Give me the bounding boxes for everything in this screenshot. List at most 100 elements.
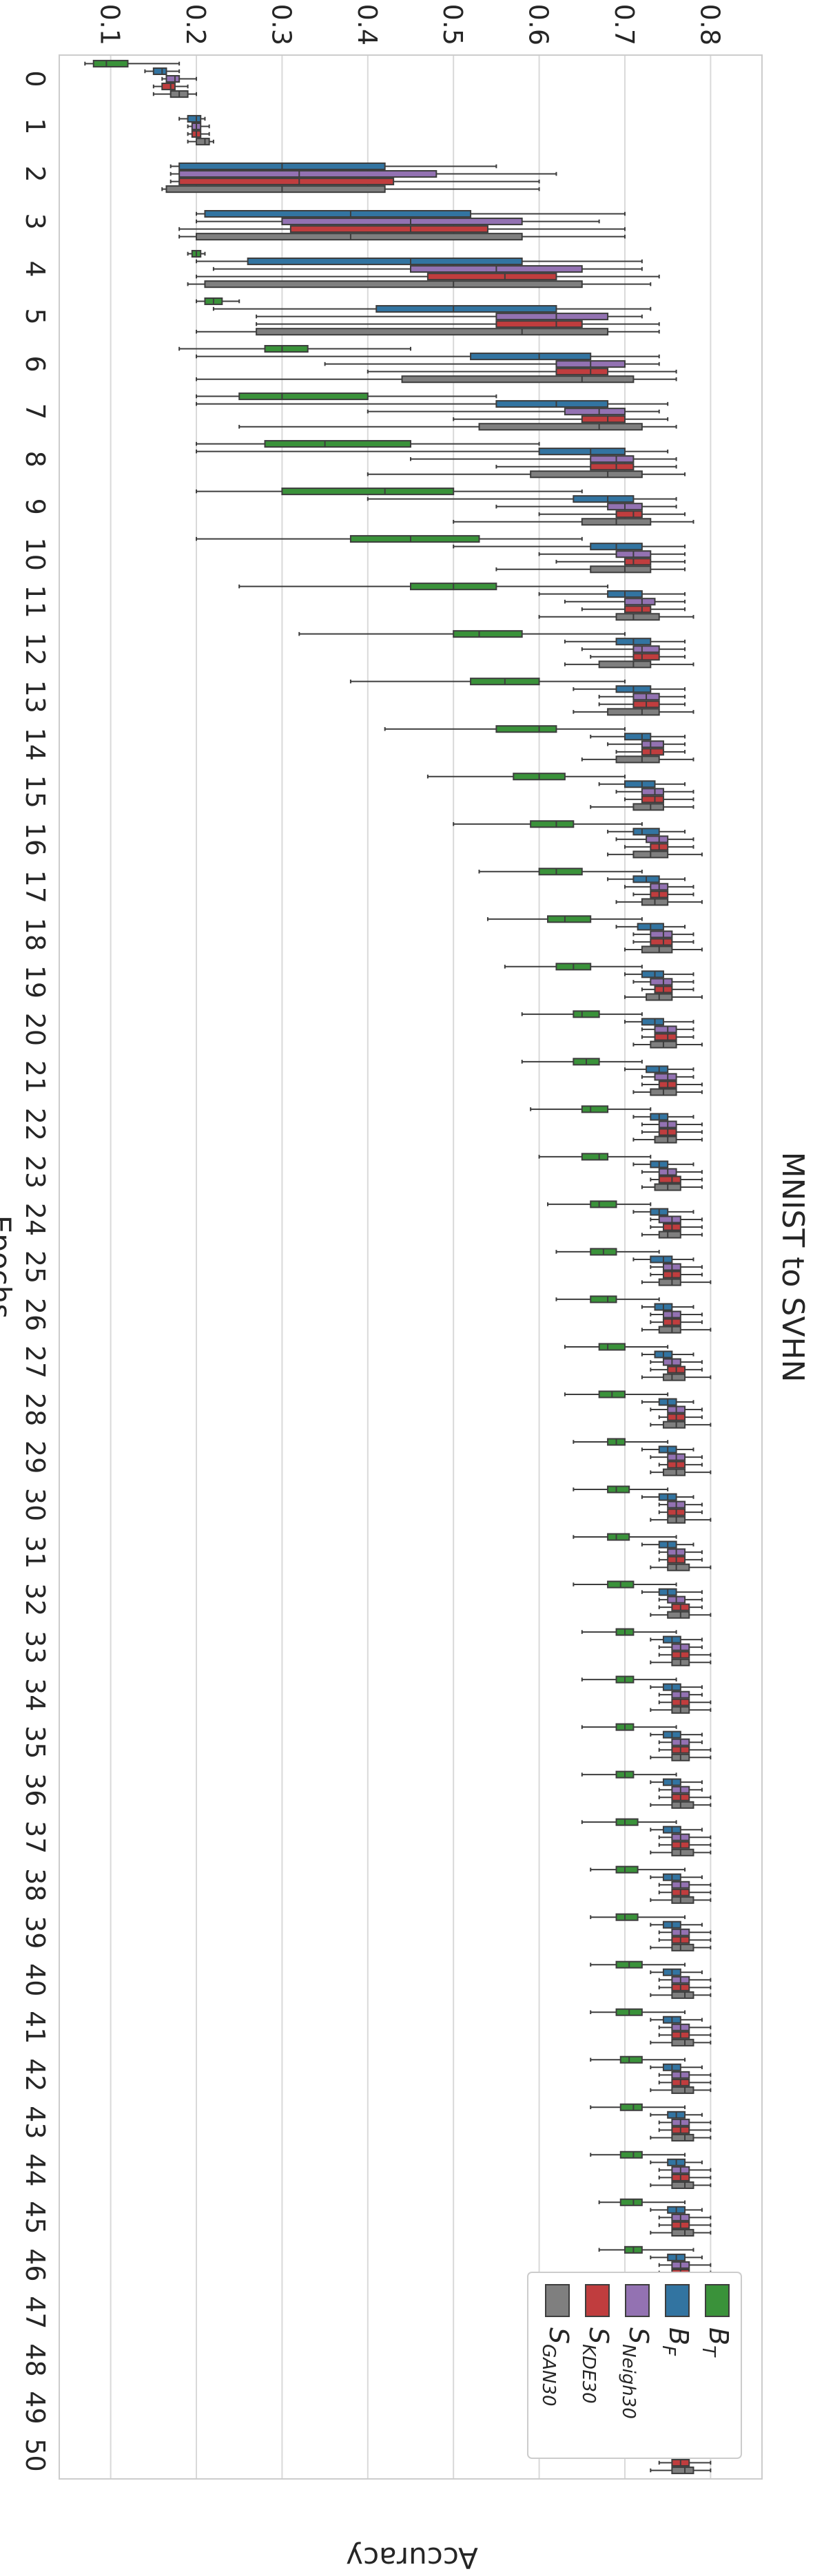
box-B_T-10 xyxy=(196,535,583,543)
y-tick-label: 0.8 xyxy=(694,4,725,45)
box-iqr xyxy=(615,1865,639,1874)
box-S_KDE30-28 xyxy=(658,1413,703,1421)
box-iqr xyxy=(671,1848,694,1856)
box-B_F-45 xyxy=(650,2206,703,2214)
box-S_KDE30-11 xyxy=(581,605,686,614)
box-iqr xyxy=(495,725,557,733)
box-S_Neigh30-35 xyxy=(658,1738,703,1746)
box-S_KDE30-31 xyxy=(658,1556,703,1564)
box-S_Neigh30-9 xyxy=(495,503,677,511)
box-B_T-43 xyxy=(590,2103,686,2111)
box-S_KDE30-5 xyxy=(256,320,660,328)
box-B_F-23 xyxy=(632,1160,694,1169)
box-S_KDE30-26 xyxy=(650,1318,703,1326)
box-iqr xyxy=(671,1896,694,1904)
box-iqr xyxy=(401,375,635,384)
box-B_T-7 xyxy=(196,392,497,401)
box-S_KDE30-3 xyxy=(178,225,626,233)
box-S_KDE30-32 xyxy=(658,1603,703,1611)
box-B_T-35 xyxy=(581,1723,677,1731)
box-iqr xyxy=(667,1563,690,1571)
box-S_GAN30-17 xyxy=(615,898,703,906)
x-tick-label: 35 xyxy=(20,1726,50,1759)
box-iqr xyxy=(615,1818,639,1826)
x-tick-label: 12 xyxy=(20,633,50,666)
box-S_KDE30-19 xyxy=(641,985,694,994)
x-tick-label: 44 xyxy=(20,2153,50,2186)
box-S_Neigh30-30 xyxy=(658,1500,703,1509)
box-S_KDE30-18 xyxy=(632,938,694,946)
box-B_F-19 xyxy=(624,970,694,978)
box-iqr xyxy=(658,1326,681,1334)
box-S_Neigh30-5 xyxy=(256,313,643,321)
box-B_F-41 xyxy=(650,2015,703,2024)
box-S_KDE30-39 xyxy=(658,1936,712,1944)
x-tick-label: 30 xyxy=(20,1488,50,1521)
box-iqr xyxy=(662,1373,686,1381)
box-S_Neigh30-46 xyxy=(658,2261,712,2269)
box-S_Neigh30-28 xyxy=(650,1405,703,1414)
x-tick-label: 38 xyxy=(20,1868,50,1901)
y-tick-label: 0.4 xyxy=(352,4,382,45)
box-iqr xyxy=(204,210,472,218)
y-tick-label: 0.1 xyxy=(95,4,125,45)
legend-box xyxy=(527,2272,742,2459)
box-S_KDE30-8 xyxy=(495,463,677,471)
box-S_Neigh30-6 xyxy=(324,360,660,368)
box-B_T-21 xyxy=(521,1058,643,1066)
box-B_T-37 xyxy=(581,1818,677,1826)
box-iqr xyxy=(624,558,652,566)
box-B_F-7 xyxy=(196,400,669,408)
box-S_Neigh30-13 xyxy=(598,693,686,701)
x-tick-label: 13 xyxy=(20,680,50,713)
legend-swatch xyxy=(665,2284,690,2317)
box-iqr xyxy=(426,273,557,281)
box-B_T-28 xyxy=(564,1390,669,1399)
box-S_Neigh30-24 xyxy=(650,1215,703,1224)
x-tick-label: 28 xyxy=(20,1393,50,1426)
box-S_GAN30-30 xyxy=(650,1516,712,1524)
box-iqr xyxy=(654,1025,677,1034)
box-S_Neigh30-3 xyxy=(196,218,600,226)
box-S_GAN30-2 xyxy=(161,185,540,193)
box-S_GAN30-26 xyxy=(641,1326,712,1334)
box-S_KDE30-14 xyxy=(615,748,686,756)
y-tick-label: 0.2 xyxy=(181,4,211,45)
box-S_Neigh30-20 xyxy=(641,1025,694,1034)
box-iqr xyxy=(671,2181,694,2189)
box-S_Neigh30-16 xyxy=(615,835,694,844)
box-S_GAN30-41 xyxy=(650,2038,712,2046)
box-iqr xyxy=(632,803,664,811)
box-S_KDE30-22 xyxy=(641,1128,703,1136)
x-tick-label: 23 xyxy=(20,1155,50,1188)
box-iqr xyxy=(281,488,455,496)
box-S_KDE30-43 xyxy=(658,2126,712,2134)
box-S_KDE30-10 xyxy=(555,558,686,566)
box-iqr xyxy=(607,1485,630,1494)
box-B_T-15 xyxy=(426,773,626,781)
box-iqr xyxy=(632,828,660,836)
box-iqr xyxy=(581,1153,609,1161)
legend-entry: SGAN30 xyxy=(538,2327,574,2407)
box-iqr xyxy=(619,2055,643,2064)
box-B_F-30 xyxy=(641,1493,694,1501)
box-S_KDE30-9 xyxy=(538,510,686,519)
box-B_F-43 xyxy=(650,2111,703,2119)
box-iqr xyxy=(152,67,167,75)
box-S_KDE30-17 xyxy=(632,890,694,899)
box-iqr xyxy=(478,423,643,431)
box-B_T-20 xyxy=(521,1010,643,1018)
box-layer xyxy=(84,59,712,2475)
box-B_T-29 xyxy=(573,1438,669,1446)
box-B_T-12 xyxy=(298,630,626,638)
x-tick-label: 20 xyxy=(20,1013,50,1046)
x-tick-label: 16 xyxy=(20,823,50,856)
box-B_T-19 xyxy=(504,963,643,971)
box-S_GAN30-19 xyxy=(624,993,703,1001)
box-B_T-34 xyxy=(581,1675,677,1684)
box-S_Neigh30-26 xyxy=(650,1310,703,1319)
box-iqr xyxy=(178,170,437,178)
